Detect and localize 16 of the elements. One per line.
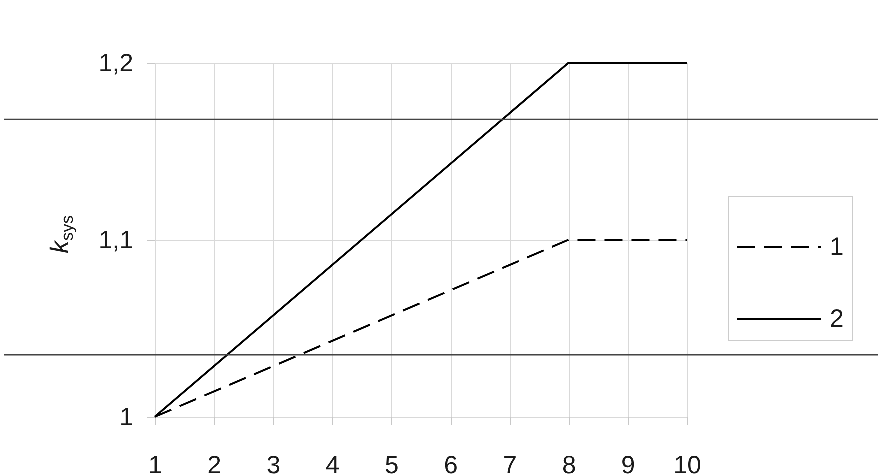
x-tick-label: 10 bbox=[674, 452, 702, 475]
x-tick-label: 7 bbox=[503, 452, 518, 475]
legend-label: 2 bbox=[830, 305, 844, 333]
x-tick-label: 2 bbox=[208, 452, 222, 475]
y-tick-label: 1,1 bbox=[98, 226, 134, 254]
x-tick-label: 6 bbox=[444, 452, 458, 475]
x-tick-label: 3 bbox=[266, 452, 281, 475]
y-axis-title: ksys bbox=[46, 216, 77, 254]
x-tick-label: 9 bbox=[621, 452, 636, 475]
x-tick-label: 4 bbox=[326, 452, 340, 475]
x-tick-label: 8 bbox=[562, 452, 576, 475]
y-tick-label: 1,2 bbox=[98, 50, 134, 78]
legend-label: 1 bbox=[830, 233, 844, 261]
x-tick-label: 1 bbox=[148, 452, 162, 475]
y-tick-label: 1 bbox=[120, 404, 134, 432]
x-tick-label: 5 bbox=[384, 452, 399, 475]
